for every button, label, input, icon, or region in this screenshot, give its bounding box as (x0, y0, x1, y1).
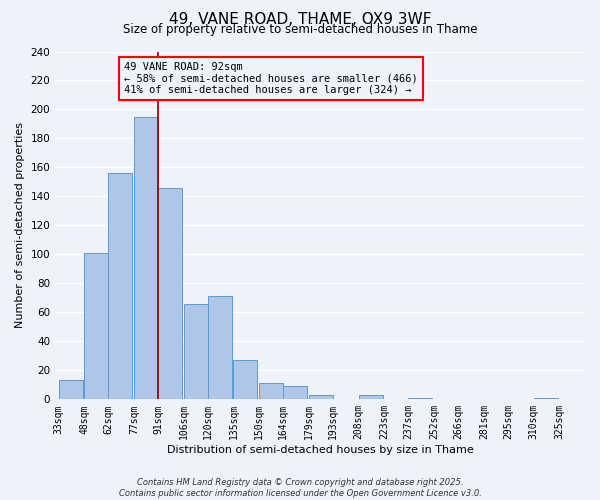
Bar (533, 398, 557, 400)
Bar (409, 398, 433, 400)
Bar (184, 304, 208, 400)
Bar (309, 395, 333, 400)
Bar (85, 253, 109, 400)
Bar (259, 384, 283, 400)
X-axis label: Distribution of semi-detached houses by size in Thame: Distribution of semi-detached houses by … (167, 445, 473, 455)
Text: Contains HM Land Registry data © Crown copyright and database right 2025.
Contai: Contains HM Land Registry data © Crown c… (119, 478, 481, 498)
Bar (233, 360, 257, 400)
Bar (158, 188, 182, 400)
Bar (109, 173, 133, 400)
Bar (359, 395, 383, 400)
Text: Size of property relative to semi-detached houses in Thame: Size of property relative to semi-detach… (123, 22, 477, 36)
Bar (59, 380, 83, 400)
Bar (134, 116, 158, 400)
Bar (208, 296, 232, 400)
Text: 49 VANE ROAD: 92sqm
← 58% of semi-detached houses are smaller (466)
41% of semi-: 49 VANE ROAD: 92sqm ← 58% of semi-detach… (124, 62, 418, 95)
Bar (283, 386, 307, 400)
Y-axis label: Number of semi-detached properties: Number of semi-detached properties (15, 122, 25, 328)
Text: 49, VANE ROAD, THAME, OX9 3WF: 49, VANE ROAD, THAME, OX9 3WF (169, 12, 431, 28)
